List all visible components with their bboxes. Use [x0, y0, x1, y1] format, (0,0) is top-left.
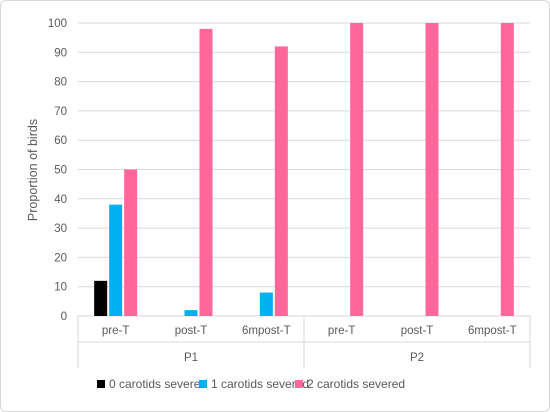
bar: [425, 23, 439, 316]
y-tick-label: 100: [48, 18, 67, 30]
legend-label: 1 carotids severed: [211, 377, 309, 391]
x-axis: pre-T post-T 6mpost-T P1 pre-T post-T 6mpost-T…: [77, 316, 531, 368]
x-tick-label: post-T: [401, 325, 434, 337]
y-axis-title: Proportion of birds: [26, 119, 40, 221]
gridlines: [78, 22, 530, 317]
y-tick-label: 60: [54, 135, 67, 147]
bar: [500, 23, 514, 316]
x-tick-label: 6mpost-T: [242, 325, 291, 337]
y-tick-label: 90: [54, 47, 67, 59]
bar: [199, 28, 213, 317]
x-group-label: P1: [184, 352, 198, 364]
bar: [94, 280, 108, 316]
y-tick-label: 10: [54, 282, 67, 294]
bar: [109, 204, 123, 316]
x-tick-label: post-T: [175, 325, 208, 337]
bar: [259, 292, 273, 316]
y-tick-label: 40: [54, 194, 67, 206]
y-tick-label: 20: [54, 252, 67, 264]
y-tick-label: 50: [54, 165, 67, 177]
x-tick-label: pre-T: [102, 325, 129, 337]
bar: [350, 23, 364, 316]
legend-label: 0 carotids severed: [109, 377, 207, 391]
bars: [94, 23, 514, 317]
legend-swatch: [295, 380, 303, 388]
y-tick-label: 30: [54, 223, 67, 235]
x-group-label: P2: [410, 352, 424, 364]
bar: [124, 169, 138, 316]
legend-swatch: [97, 380, 105, 388]
bar: [184, 310, 198, 316]
legend-swatch: [199, 380, 207, 388]
x-tick-label: pre-T: [328, 325, 355, 337]
y-tick-label: 80: [54, 77, 67, 89]
bar: [274, 46, 288, 316]
y-tick-label: 70: [54, 106, 67, 118]
x-tick-label: 6mpost-T: [468, 325, 517, 337]
y-tick-labels: 0 10 20 30 40 50 60 70 80 90 100: [48, 18, 67, 323]
y-tick-label: 0: [61, 311, 67, 323]
legend-label: 2 carotids severed: [307, 377, 405, 391]
